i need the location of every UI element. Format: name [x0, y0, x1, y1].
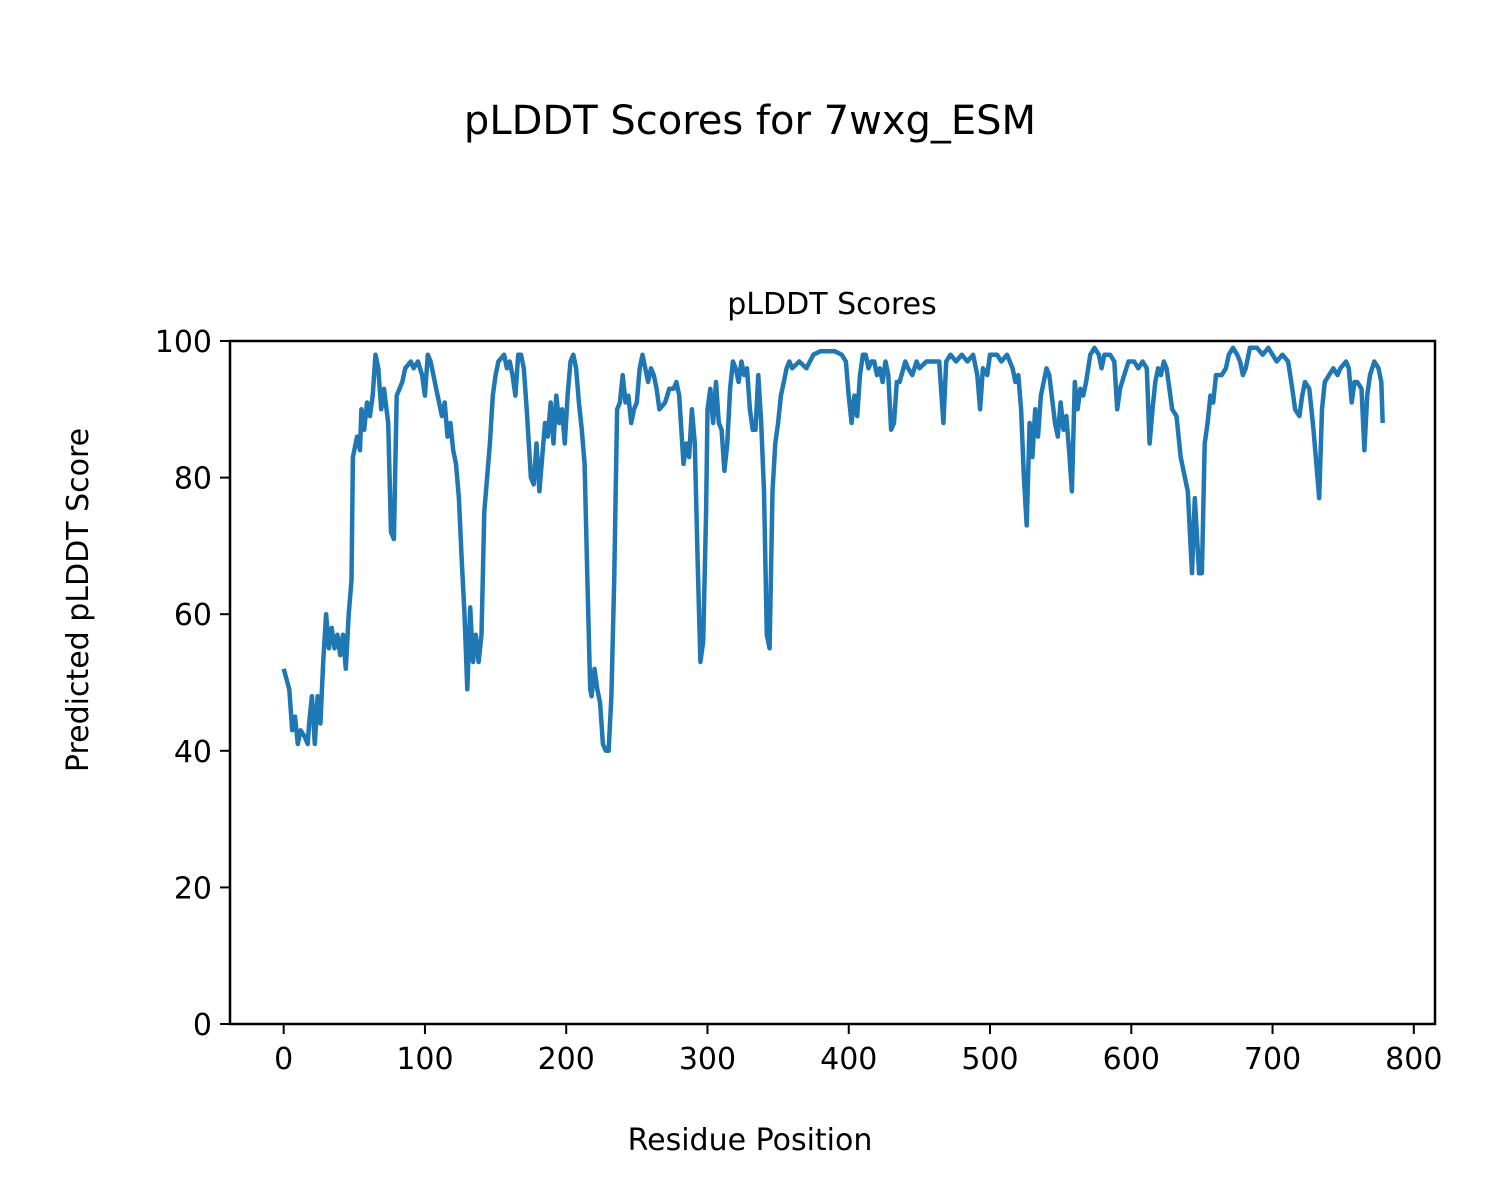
series-line-plddt: [281, 345, 1385, 754]
x-tick-label: 800: [1385, 1042, 1442, 1077]
x-tick-label: 200: [538, 1042, 595, 1077]
x-axis: 0 100 200 300 400 500 600 700 800: [274, 1024, 1442, 1077]
x-tick-label: 300: [679, 1042, 736, 1077]
axes-title: pLDDT Scores: [727, 287, 936, 322]
x-tick-label: 100: [396, 1042, 453, 1077]
x-tick-label: 500: [961, 1042, 1018, 1077]
y-axis-label: Predicted pLDDT Score: [61, 428, 96, 772]
y-tick-label: 60: [174, 598, 212, 633]
y-axis: 0 20 40 60 80 100: [155, 325, 230, 1043]
x-tick-label: 700: [1244, 1042, 1301, 1077]
plot-area: [281, 345, 1385, 754]
x-tick-label: 600: [1103, 1042, 1160, 1077]
x-axis-label: Residue Position: [628, 1123, 873, 1158]
x-tick-label: 400: [820, 1042, 877, 1077]
y-tick-label: 100: [155, 325, 212, 360]
figure-title: pLDDT Scores for 7wxg_ESM: [464, 98, 1036, 144]
y-tick-label: 40: [174, 735, 212, 770]
x-tick-label: 0: [274, 1042, 293, 1077]
y-tick-label: 0: [193, 1008, 212, 1043]
axes-frame: [228, 339, 1437, 1026]
y-tick-label: 20: [174, 871, 212, 906]
y-tick-label: 80: [174, 462, 212, 497]
